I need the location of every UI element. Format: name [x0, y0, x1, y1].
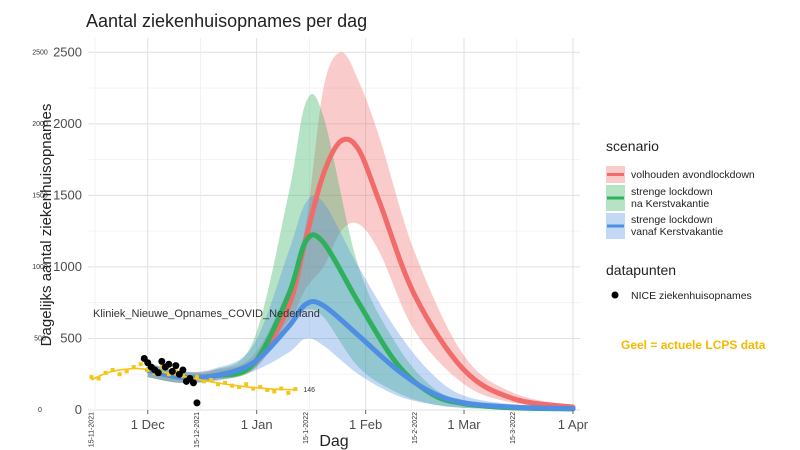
nice-point	[193, 399, 201, 407]
legend-datapunten-title: datapunten	[606, 262, 676, 278]
chart-title: Aantal ziekenhuisopnames per dag	[86, 11, 367, 31]
y-tick-label: 0	[75, 402, 82, 417]
lcps-point	[223, 380, 228, 385]
x-tick-label: 1 Mar	[447, 417, 481, 432]
lcps-point	[138, 362, 143, 367]
axis-layer: 0 500 1000 1500 2000 2500 1 Dec 1 Jan 1 Feb 1 Mar…	[53, 44, 589, 432]
overlay-y-tick: 500	[34, 335, 46, 342]
overlay-x-tick: 15-12-2021	[194, 412, 201, 448]
y-tick-label: 500	[60, 330, 82, 345]
lcps-point	[145, 367, 150, 372]
x-tick-label: 1 Feb	[349, 417, 382, 432]
lcps-point	[103, 370, 108, 375]
overlay-x-tick: 15-1-2022	[303, 412, 310, 444]
line-layer	[145, 136, 576, 412]
lcps-point	[131, 365, 136, 370]
nice-point	[158, 357, 166, 365]
legend: scenario volhouden avondlockdown strenge l…	[606, 138, 755, 302]
legend-label-nice: NICE ziekenhuisopnames	[631, 290, 752, 302]
overlay-y-tick: 1500	[32, 192, 48, 199]
overlay-y-tick: 0	[38, 407, 42, 414]
lcps-point	[272, 389, 277, 394]
x-tick-label: 1 Jan	[241, 417, 273, 432]
lcps-point	[194, 375, 199, 380]
nice-point	[168, 367, 176, 375]
y-tick-label: 2500	[53, 44, 82, 59]
lcps-point	[216, 382, 221, 387]
lcps-note: Geel = actuele LCPS data	[621, 338, 766, 352]
legend-label-3: vanaf Kerstvakantie	[631, 226, 723, 238]
overlay-y-tick: 1000	[32, 264, 48, 271]
legend-key-nice	[611, 291, 619, 299]
nice-point	[189, 379, 197, 387]
overlay-x-tick: 15-2-2022	[412, 412, 419, 444]
x-axis-label: Dag	[319, 433, 348, 450]
nice-point	[179, 366, 187, 374]
lcps-point	[293, 387, 298, 392]
lcps-point	[96, 376, 101, 381]
lcps-overlay-title: Kliniek_Nieuwe_Opnames_COVID_Nederland	[93, 308, 320, 320]
x-tick-label: 1 Dec	[131, 417, 165, 432]
overlay-x-tick: 15-3-2022	[510, 412, 517, 444]
legend-label-3: strenge lockdown	[631, 214, 713, 226]
lcps-point	[279, 386, 284, 391]
lcps-point	[117, 372, 122, 377]
lcps-point	[124, 369, 129, 374]
grid-layer	[88, 38, 580, 411]
overlay-y-tick: 2000	[32, 121, 48, 128]
y-tick-label: 1500	[53, 187, 82, 202]
nice-point	[165, 360, 173, 368]
plot-panel	[88, 38, 580, 410]
lcps-point	[230, 383, 235, 388]
lcps-point	[89, 375, 94, 380]
legend-label-1: volhouden avondlockdown	[631, 169, 755, 181]
lcps-point	[166, 372, 171, 377]
y-tick-label: 2000	[53, 116, 82, 131]
nice-point	[154, 369, 162, 377]
lcps-point	[237, 385, 242, 390]
point-layer	[140, 354, 201, 407]
nice-point	[172, 362, 180, 370]
legend-label-2: strenge lockdown	[631, 186, 713, 198]
lcps-point	[286, 390, 291, 395]
lcps-point	[110, 367, 115, 372]
y-tick-label: 1000	[53, 259, 82, 274]
series-line-3	[145, 299, 576, 412]
lcps-point	[159, 365, 164, 370]
lcps-point	[265, 387, 270, 392]
lcps-point	[251, 386, 256, 391]
lcps-point	[258, 385, 263, 390]
lcps-point	[173, 369, 178, 374]
y-axis-label: Dagelijks aantal ziekenhuisopnames	[38, 104, 55, 347]
lcps-end-label: 146	[303, 387, 315, 394]
overlay-x-tick: 15-11-2021	[89, 412, 96, 447]
lcps-point	[209, 377, 213, 382]
overlay-y-tick: 2500	[32, 49, 48, 56]
lcps-point	[201, 379, 206, 384]
lcps-point	[180, 373, 185, 378]
band-1	[147, 52, 573, 409]
legend-scenario-title: scenario	[606, 138, 659, 154]
lcps-point	[244, 382, 249, 387]
legend-label-2: na Kerstvakantie	[631, 198, 709, 210]
x-tick-label: 1 Apr	[558, 417, 589, 432]
